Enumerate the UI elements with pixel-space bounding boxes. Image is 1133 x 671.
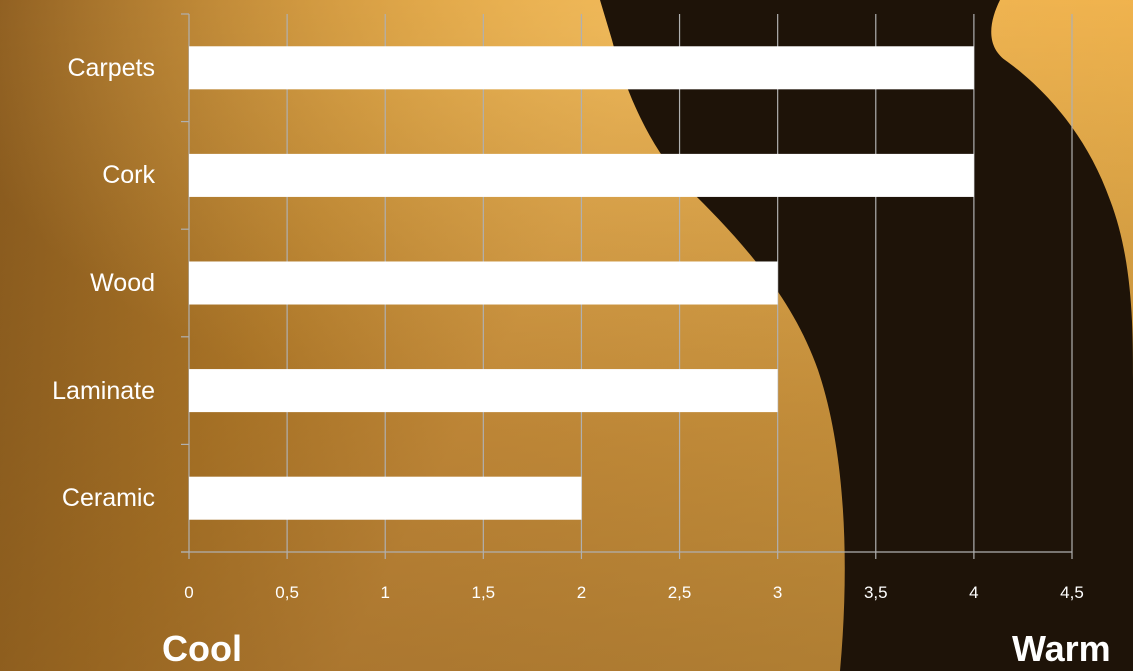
x-axis-label-cool: Cool — [162, 628, 242, 669]
category-label: Laminate — [52, 376, 155, 405]
bar — [189, 476, 582, 520]
x-tick-label: 4 — [969, 583, 979, 602]
x-tick-label: 2,5 — [667, 583, 692, 602]
bar — [189, 261, 778, 305]
category-label: Wood — [90, 269, 155, 297]
bar — [189, 369, 778, 413]
category-label: Carpets — [67, 53, 155, 82]
x-tick-label: 2 — [576, 583, 587, 602]
x-axis-label-warm: Warm — [1012, 628, 1111, 669]
x-tick-label: 1,5 — [471, 583, 496, 602]
category-label: Cork — [102, 161, 155, 190]
x-tick-label: 0,5 — [275, 583, 299, 602]
bar — [189, 153, 974, 197]
x-tick-label: 0 — [184, 583, 194, 602]
x-tick-label: 3 — [772, 583, 783, 602]
x-tick-label: 3,5 — [863, 583, 888, 602]
x-tick-label: 4,5 — [1060, 583, 1084, 602]
category-label: Ceramic — [61, 484, 155, 513]
bar — [189, 46, 974, 90]
x-tick-label: 1 — [380, 583, 390, 602]
